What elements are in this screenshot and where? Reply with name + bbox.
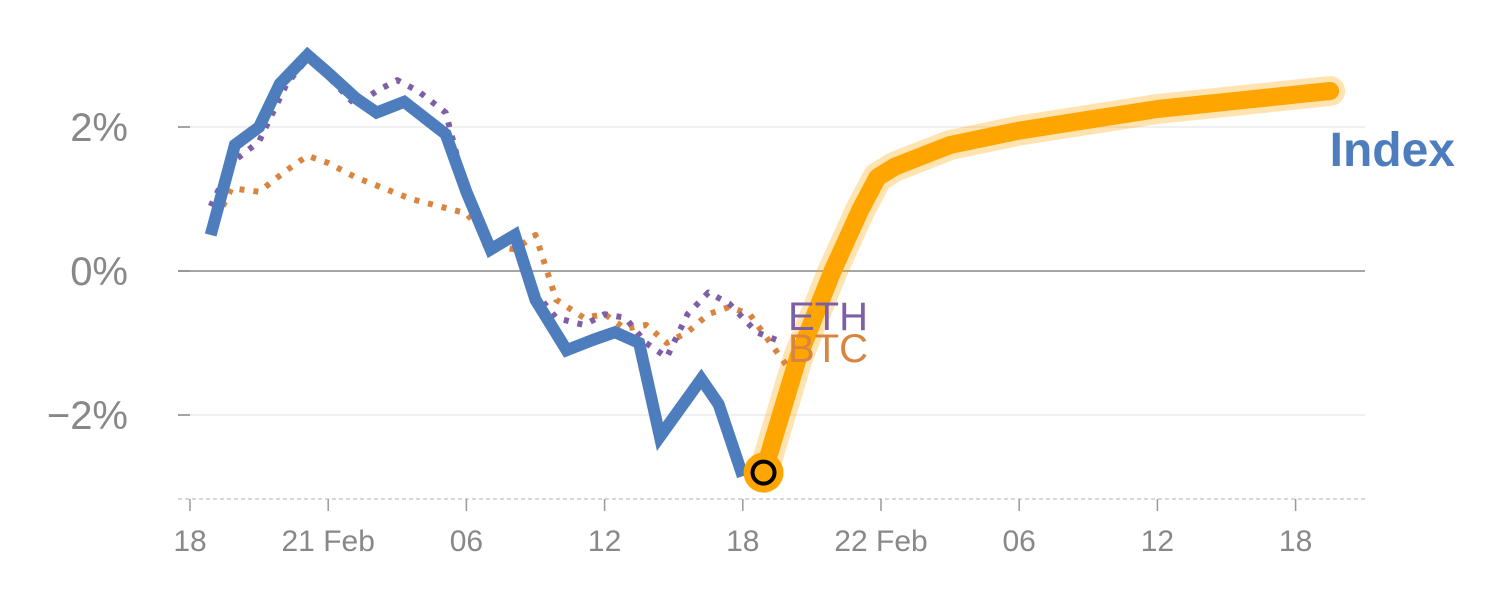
x-tick-label: 18: [1279, 525, 1312, 558]
x-tick-label: 12: [1141, 525, 1174, 558]
series-label-eth: ETH: [788, 295, 868, 339]
x-axis: 18 21 Feb 06 12 18 22 Feb 06 12 18: [173, 498, 1365, 558]
current-point-marker: [750, 459, 777, 486]
x-tick-label: 21 Feb: [281, 525, 374, 558]
y-tick-label: 2%: [70, 106, 128, 150]
y-tick-label: 0%: [70, 250, 128, 294]
series-lines: [204, 46, 1346, 493]
y-axis: 2% 0% −2%: [47, 106, 190, 438]
series-labels: Index ETH BTC: [788, 124, 1455, 371]
gridlines: [178, 126, 1365, 416]
x-tick-label: 18: [726, 525, 759, 558]
series-label-index: Index: [1330, 124, 1456, 177]
eth-line: [207, 55, 786, 361]
series-label-btc: BTC: [788, 327, 868, 371]
x-tick-label: 06: [450, 525, 483, 558]
x-tick-label: 06: [1003, 525, 1036, 558]
x-tick-label: 12: [588, 525, 621, 558]
x-tick-label: 18: [173, 525, 206, 558]
btc-line: [207, 152, 794, 374]
x-tick-label: 22 Feb: [834, 525, 927, 558]
y-tick-label: −2%: [47, 394, 128, 438]
index-line: [204, 46, 749, 479]
projection-line: [754, 82, 1340, 482]
